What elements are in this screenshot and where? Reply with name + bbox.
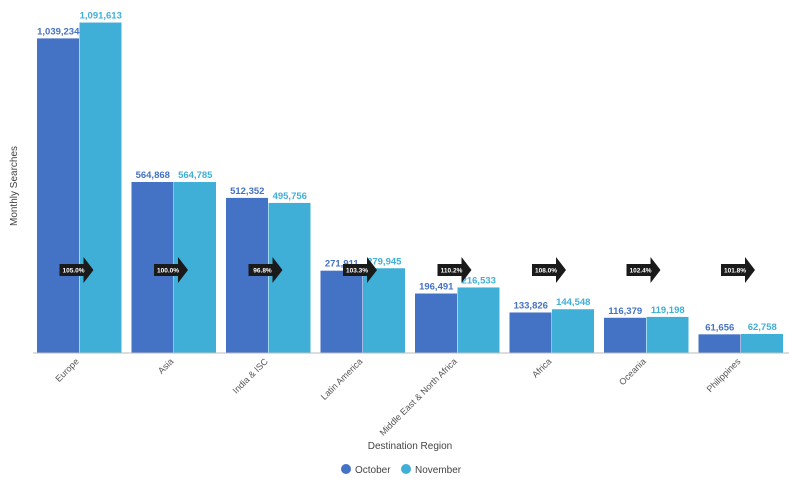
legend-marker-november bbox=[401, 464, 411, 474]
value-label-november-0: 1,091,613 bbox=[80, 11, 122, 22]
x-tick-label-0: Europe bbox=[53, 356, 81, 384]
bar-october-7 bbox=[698, 334, 741, 353]
value-label-october-0: 1,039,234 bbox=[37, 26, 80, 37]
value-label-october-2: 512,352 bbox=[230, 186, 264, 197]
growth-label-7: 101.8% bbox=[724, 268, 746, 275]
x-tick-label-3: Latin America bbox=[319, 356, 365, 402]
legend-label-october: October bbox=[355, 465, 391, 476]
x-tick-label-5: Africa bbox=[530, 356, 553, 379]
bar-november-3 bbox=[363, 268, 405, 353]
bar-november-5 bbox=[552, 309, 594, 353]
growth-label-3: 103.3% bbox=[346, 268, 368, 275]
growth-label-1: 100.0% bbox=[157, 268, 179, 275]
value-label-november-5: 144,548 bbox=[556, 297, 590, 308]
growth-label-6: 102.4% bbox=[629, 268, 651, 275]
growth-arrow-0: 105.0% bbox=[59, 257, 94, 283]
legend-label-november: November bbox=[415, 465, 462, 476]
growth-arrow-6: 102.4% bbox=[626, 257, 661, 283]
bar-october-5 bbox=[509, 312, 552, 353]
growth-label-0: 105.0% bbox=[62, 268, 84, 275]
arrow-shape bbox=[59, 257, 94, 283]
value-label-october-4: 196,491 bbox=[419, 282, 454, 293]
growth-arrow-4: 110.2% bbox=[437, 257, 472, 283]
arrow-shape bbox=[721, 257, 755, 283]
x-tick-label-4: Middle East & North Africa bbox=[378, 356, 459, 437]
bar-november-6 bbox=[646, 316, 689, 353]
growth-label-2: 96.8% bbox=[253, 268, 272, 275]
x-tick-label-7: Philippines bbox=[705, 356, 743, 394]
legend-marker-october bbox=[341, 464, 351, 474]
growth-arrows-layer: 105.0% 100.0% 96.8% 103.3% 110.2% 108.0% 102.4… bbox=[59, 257, 755, 283]
growth-arrow-5: 108.0% bbox=[532, 257, 566, 283]
x-tick-label-6: Oceania bbox=[617, 356, 648, 387]
value-label-october-7: 61,656 bbox=[705, 322, 734, 333]
bar-october-4 bbox=[415, 293, 457, 353]
y-axis-title: Monthly Searches bbox=[9, 146, 20, 226]
growth-arrow-1: 100.0% bbox=[154, 257, 188, 283]
arrow-shape bbox=[248, 257, 283, 283]
value-label-november-3: 279,945 bbox=[367, 256, 402, 267]
growth-arrow-2: 96.8% bbox=[248, 257, 283, 283]
bar-november-0 bbox=[79, 22, 122, 354]
value-label-november-4: 216,533 bbox=[462, 275, 496, 286]
value-label-october-6: 116,379 bbox=[608, 306, 642, 317]
value-label-november-7: 62,758 bbox=[748, 322, 777, 333]
x-tick-label-2: India & ISC bbox=[231, 356, 271, 396]
arrow-shape bbox=[532, 257, 566, 283]
bars-layer bbox=[37, 22, 783, 354]
growth-arrow-3: 103.3% bbox=[343, 257, 377, 283]
bar-october-3 bbox=[320, 270, 363, 353]
value-label-october-5: 133,826 bbox=[514, 300, 548, 311]
x-tick-labels: Europe Asia India & ISC Latin America Middle… bbox=[53, 356, 742, 438]
x-tick-label-1: Asia bbox=[156, 356, 175, 375]
bar-october-6 bbox=[604, 317, 646, 353]
arrow-shape bbox=[154, 257, 188, 283]
arrow-shape bbox=[437, 257, 472, 283]
arrow-shape bbox=[626, 257, 661, 283]
bar-november-4 bbox=[457, 287, 500, 353]
growth-label-4: 110.2% bbox=[441, 268, 463, 275]
x-axis-title: Destination Region bbox=[368, 441, 453, 452]
bar-october-0 bbox=[37, 38, 79, 353]
bar-november-7 bbox=[741, 334, 783, 353]
value-label-october-1: 564,868 bbox=[136, 170, 170, 181]
value-label-november-2: 495,756 bbox=[273, 191, 307, 202]
value-label-october-3: 271,911 bbox=[325, 259, 360, 270]
value-label-november-1: 564,785 bbox=[178, 170, 213, 181]
growth-label-5: 108.0% bbox=[535, 268, 557, 275]
growth-arrow-7: 101.8% bbox=[721, 257, 755, 283]
value-label-november-6: 119,198 bbox=[651, 305, 685, 316]
legend: October November bbox=[341, 464, 462, 476]
arrow-shape bbox=[343, 257, 377, 283]
